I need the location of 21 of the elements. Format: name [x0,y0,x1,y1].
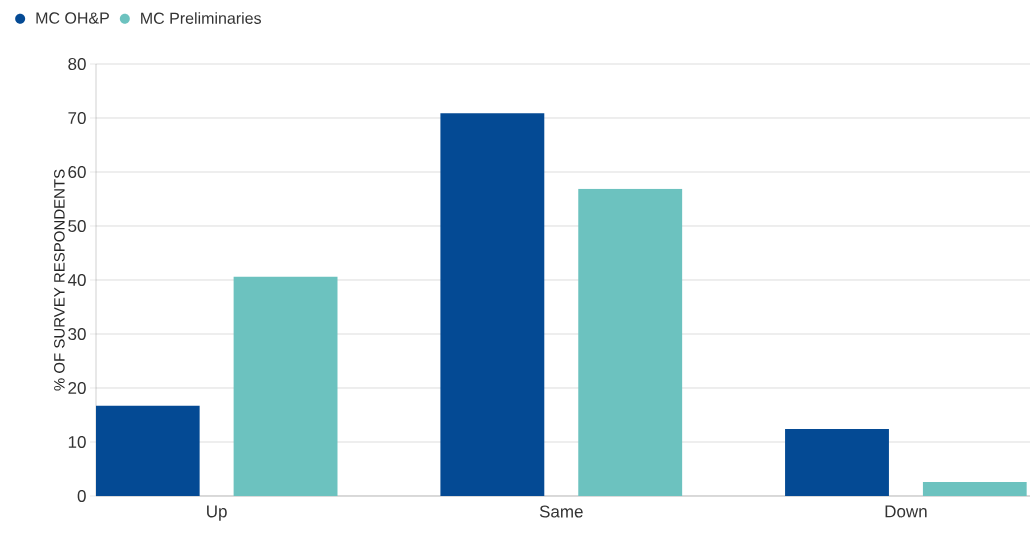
bar [233,276,338,496]
y-axis-title: % OF SURVEY RESPONDENTS [54,169,65,391]
y-tick-label: 40 [67,273,86,287]
bar [440,113,545,496]
legend-label: MC OH&P [36,12,109,24]
bar [922,481,1027,496]
y-tick-label: 60 [68,165,86,179]
x-tick-label: Down [885,505,927,518]
y-tick-label: 70 [68,111,86,125]
y-tick-label: 50 [68,219,86,233]
bar [785,429,889,496]
bar [96,405,200,496]
x-tick-label: Up [207,505,227,521]
y-tick-label: 0 [77,489,86,503]
y-tick-label: 20 [68,381,86,395]
x-tick-label: Same [539,505,583,518]
bar [578,188,683,496]
y-tick-label: 30 [68,327,86,341]
legend-label: MC Preliminaries [141,12,261,24]
y-tick-label: 10 [68,435,86,449]
y-tick-label: 80 [68,57,86,71]
